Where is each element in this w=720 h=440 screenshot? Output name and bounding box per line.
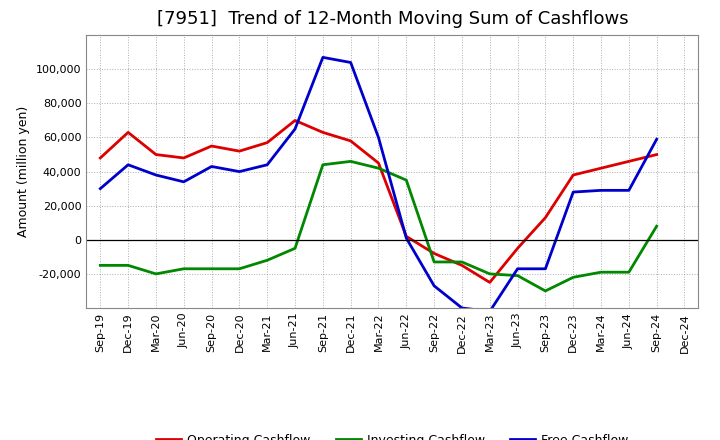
Operating Cashflow [96, 155, 104, 161]
Operating Cashflow [652, 152, 661, 157]
Operating Cashflow [624, 159, 633, 164]
Free Cashflow [291, 126, 300, 132]
Investing Cashflow [235, 266, 243, 271]
Investing Cashflow [318, 162, 327, 167]
Free Cashflow [485, 309, 494, 314]
Free Cashflow [346, 60, 355, 65]
Free Cashflow [318, 55, 327, 60]
Free Cashflow [458, 305, 467, 311]
Operating Cashflow [597, 165, 606, 171]
Investing Cashflow [402, 177, 410, 183]
Operating Cashflow [458, 263, 467, 268]
Operating Cashflow [485, 280, 494, 285]
Investing Cashflow [346, 159, 355, 164]
Free Cashflow [652, 136, 661, 142]
Free Cashflow [179, 179, 188, 184]
Free Cashflow [124, 162, 132, 167]
Operating Cashflow [374, 161, 383, 166]
Free Cashflow [597, 188, 606, 193]
Free Cashflow [402, 235, 410, 241]
Investing Cashflow [485, 271, 494, 276]
Operating Cashflow [179, 155, 188, 161]
Line: Investing Cashflow: Investing Cashflow [100, 161, 657, 291]
Legend: Operating Cashflow, Investing Cashflow, Free Cashflow: Operating Cashflow, Investing Cashflow, … [151, 429, 634, 440]
Investing Cashflow [207, 266, 216, 271]
Investing Cashflow [569, 275, 577, 280]
Free Cashflow [569, 189, 577, 194]
Free Cashflow [513, 266, 522, 271]
Free Cashflow [263, 162, 271, 167]
Investing Cashflow [152, 271, 161, 276]
Investing Cashflow [263, 258, 271, 263]
Operating Cashflow [569, 172, 577, 178]
Operating Cashflow [402, 234, 410, 239]
Investing Cashflow [597, 270, 606, 275]
Operating Cashflow [541, 215, 550, 220]
Operating Cashflow [513, 246, 522, 251]
Investing Cashflow [513, 273, 522, 278]
Free Cashflow [624, 188, 633, 193]
Operating Cashflow [291, 118, 300, 123]
Investing Cashflow [374, 165, 383, 171]
Free Cashflow [430, 283, 438, 289]
Investing Cashflow [124, 263, 132, 268]
Operating Cashflow [152, 152, 161, 157]
Investing Cashflow [624, 270, 633, 275]
Investing Cashflow [291, 246, 300, 251]
Operating Cashflow [346, 138, 355, 143]
Operating Cashflow [263, 140, 271, 145]
Operating Cashflow [207, 143, 216, 149]
Y-axis label: Amount (million yen): Amount (million yen) [17, 106, 30, 237]
Free Cashflow [96, 186, 104, 191]
Free Cashflow [207, 164, 216, 169]
Title: [7951]  Trend of 12-Month Moving Sum of Cashflows: [7951] Trend of 12-Month Moving Sum of C… [156, 10, 629, 28]
Investing Cashflow [96, 263, 104, 268]
Free Cashflow [374, 135, 383, 140]
Operating Cashflow [430, 251, 438, 256]
Free Cashflow [235, 169, 243, 174]
Line: Operating Cashflow: Operating Cashflow [100, 121, 657, 282]
Free Cashflow [152, 172, 161, 178]
Investing Cashflow [652, 224, 661, 229]
Operating Cashflow [235, 149, 243, 154]
Investing Cashflow [430, 259, 438, 264]
Free Cashflow [541, 266, 550, 271]
Investing Cashflow [458, 259, 467, 264]
Line: Free Cashflow: Free Cashflow [100, 57, 657, 312]
Operating Cashflow [318, 130, 327, 135]
Investing Cashflow [179, 266, 188, 271]
Investing Cashflow [541, 288, 550, 293]
Operating Cashflow [124, 130, 132, 135]
